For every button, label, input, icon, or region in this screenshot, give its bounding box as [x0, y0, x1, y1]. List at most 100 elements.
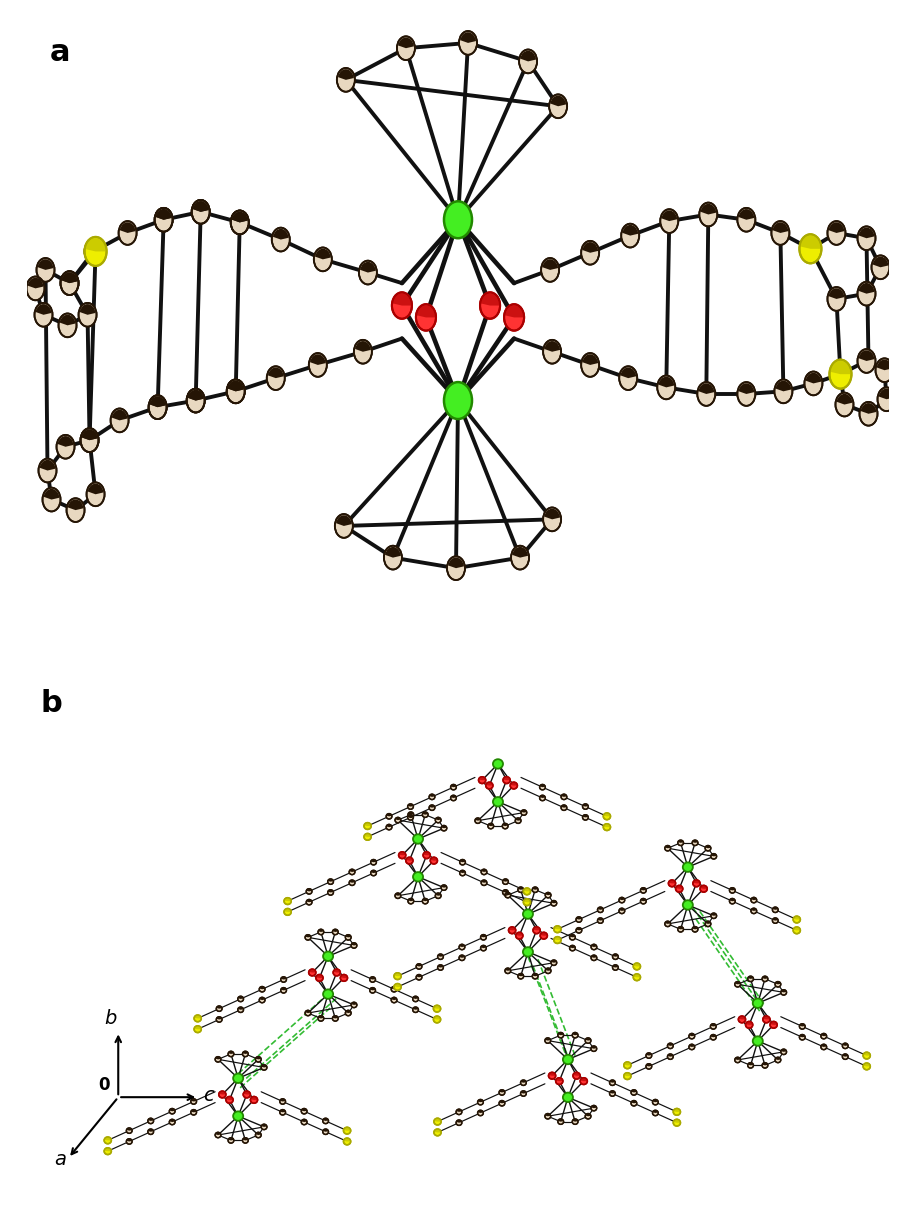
- Wedge shape: [829, 288, 845, 299]
- Wedge shape: [156, 209, 171, 220]
- Wedge shape: [285, 909, 290, 912]
- Circle shape: [591, 956, 597, 960]
- Wedge shape: [610, 1091, 615, 1094]
- Wedge shape: [570, 946, 575, 948]
- Circle shape: [413, 1007, 419, 1013]
- Wedge shape: [285, 898, 290, 901]
- Circle shape: [364, 822, 371, 830]
- Circle shape: [481, 935, 486, 940]
- Wedge shape: [701, 204, 716, 215]
- Circle shape: [169, 1108, 175, 1114]
- Wedge shape: [613, 954, 618, 957]
- Circle shape: [658, 375, 675, 400]
- Wedge shape: [285, 909, 290, 912]
- Wedge shape: [701, 886, 707, 888]
- Circle shape: [441, 885, 447, 891]
- Circle shape: [780, 990, 787, 995]
- Wedge shape: [738, 209, 755, 220]
- Circle shape: [640, 887, 646, 893]
- Circle shape: [422, 811, 428, 818]
- Wedge shape: [435, 1130, 440, 1133]
- Circle shape: [226, 1096, 234, 1103]
- Circle shape: [59, 314, 77, 337]
- Circle shape: [540, 796, 545, 800]
- Wedge shape: [692, 841, 697, 843]
- Wedge shape: [478, 1111, 483, 1113]
- Circle shape: [576, 916, 582, 923]
- Wedge shape: [665, 921, 671, 924]
- Circle shape: [57, 435, 74, 458]
- Wedge shape: [763, 1017, 769, 1019]
- Wedge shape: [105, 1138, 110, 1140]
- Circle shape: [433, 1017, 441, 1023]
- Circle shape: [354, 340, 372, 364]
- Wedge shape: [228, 380, 244, 391]
- Circle shape: [624, 1073, 631, 1079]
- Wedge shape: [730, 899, 735, 901]
- Wedge shape: [39, 459, 56, 470]
- Wedge shape: [773, 908, 778, 910]
- Circle shape: [191, 1110, 197, 1114]
- Circle shape: [503, 879, 508, 885]
- Circle shape: [518, 887, 524, 892]
- Wedge shape: [259, 997, 265, 1000]
- Circle shape: [619, 897, 625, 903]
- Wedge shape: [365, 833, 371, 837]
- Circle shape: [406, 858, 413, 864]
- Circle shape: [597, 918, 604, 924]
- Wedge shape: [238, 997, 243, 998]
- Wedge shape: [392, 997, 397, 1000]
- Wedge shape: [392, 987, 397, 990]
- Wedge shape: [307, 888, 311, 891]
- Wedge shape: [635, 975, 639, 978]
- Circle shape: [431, 858, 438, 864]
- Wedge shape: [243, 1138, 248, 1140]
- Wedge shape: [371, 870, 376, 873]
- Wedge shape: [762, 1063, 768, 1066]
- Wedge shape: [619, 908, 625, 910]
- Circle shape: [370, 987, 376, 993]
- Circle shape: [384, 546, 402, 569]
- Wedge shape: [647, 1053, 651, 1056]
- Circle shape: [408, 815, 413, 820]
- Wedge shape: [836, 393, 853, 404]
- Wedge shape: [481, 935, 486, 937]
- Wedge shape: [316, 975, 322, 978]
- Circle shape: [625, 1073, 630, 1079]
- Circle shape: [434, 1017, 440, 1022]
- Circle shape: [395, 974, 400, 979]
- Wedge shape: [413, 997, 418, 998]
- Circle shape: [187, 389, 204, 413]
- Wedge shape: [562, 794, 566, 797]
- Wedge shape: [653, 1100, 658, 1102]
- Circle shape: [634, 975, 639, 980]
- Wedge shape: [738, 384, 755, 393]
- Circle shape: [585, 1113, 591, 1119]
- Circle shape: [423, 852, 431, 859]
- Wedge shape: [631, 1101, 637, 1103]
- Circle shape: [751, 897, 757, 903]
- Circle shape: [256, 1057, 261, 1062]
- Circle shape: [597, 907, 604, 913]
- Circle shape: [832, 362, 849, 386]
- Wedge shape: [370, 978, 375, 980]
- Circle shape: [540, 932, 548, 938]
- Circle shape: [335, 514, 353, 538]
- Circle shape: [416, 964, 422, 969]
- Wedge shape: [365, 835, 370, 837]
- Wedge shape: [434, 1017, 440, 1019]
- Circle shape: [619, 367, 638, 390]
- Wedge shape: [352, 1002, 356, 1004]
- Circle shape: [556, 1078, 563, 1084]
- Circle shape: [523, 888, 530, 895]
- Wedge shape: [232, 211, 247, 222]
- Wedge shape: [341, 975, 347, 978]
- Circle shape: [770, 1022, 777, 1028]
- Wedge shape: [521, 1091, 526, 1094]
- Circle shape: [876, 358, 893, 382]
- Circle shape: [351, 942, 357, 948]
- Wedge shape: [488, 824, 494, 826]
- Wedge shape: [653, 1111, 658, 1113]
- Wedge shape: [558, 1119, 563, 1122]
- Wedge shape: [620, 368, 637, 378]
